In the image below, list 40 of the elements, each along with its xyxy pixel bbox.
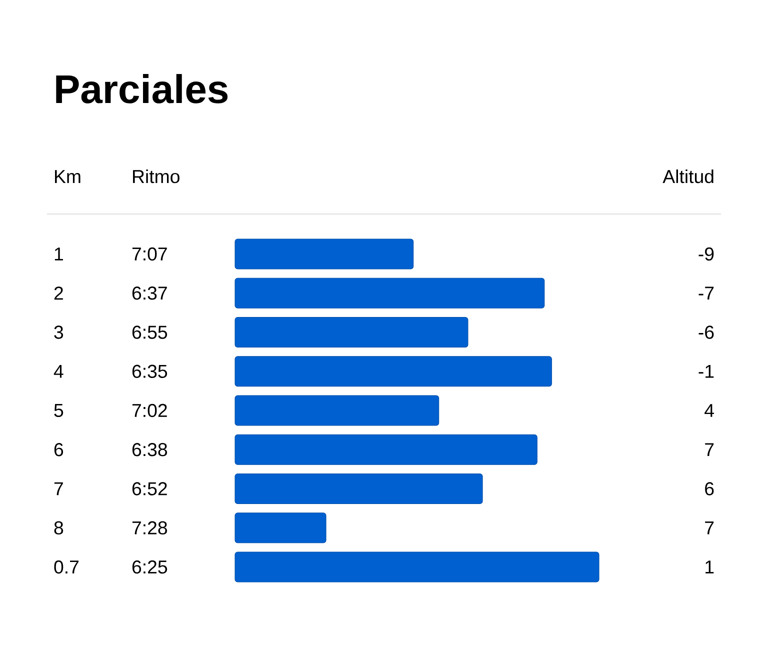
y-tick-label: 0.7 <box>54 560 79 574</box>
text: 7 <box>705 443 714 456</box>
text: 7 <box>705 521 714 534</box>
text: -9 <box>698 247 714 261</box>
text: 1 <box>706 560 714 574</box>
bar <box>234 356 552 387</box>
text: 7:07 <box>132 247 167 261</box>
bar <box>234 395 440 426</box>
y-tick-label: 1 <box>54 248 63 260</box>
y-tick-label: 3 <box>54 326 64 339</box>
text: 6:38 <box>132 443 168 456</box>
y-tick-label: 7 <box>54 482 63 496</box>
text: -1 <box>698 364 714 378</box>
text: 7:02 <box>132 404 167 418</box>
y-tick-label: 2 <box>54 286 63 300</box>
text: -7 <box>698 286 714 300</box>
chart-title: Parciales <box>56 74 228 104</box>
y-tick-label: 6 <box>54 443 64 456</box>
text: 4 <box>704 404 714 417</box>
text: -6 <box>698 326 714 339</box>
bar <box>234 512 326 544</box>
y-tick-label: 5 <box>54 404 64 418</box>
text: 7:28 <box>132 521 168 534</box>
text: Altitud <box>662 169 714 184</box>
text: Ritmo <box>133 169 180 184</box>
bar <box>234 238 414 270</box>
text: Km <box>55 170 80 183</box>
bar <box>234 473 483 504</box>
bar <box>234 552 600 582</box>
text: 6:25 <box>132 560 168 574</box>
text: 6 <box>705 482 714 496</box>
bar <box>234 278 545 308</box>
text: 6:55 <box>132 326 168 339</box>
y-tick-label: 4 <box>54 364 64 378</box>
bar <box>234 316 468 348</box>
y-tick-label: 8 <box>54 521 64 534</box>
text: 6:52 <box>132 482 167 496</box>
bar <box>234 434 538 465</box>
text: 6:35 <box>132 364 168 378</box>
text: 6:37 <box>132 286 167 300</box>
